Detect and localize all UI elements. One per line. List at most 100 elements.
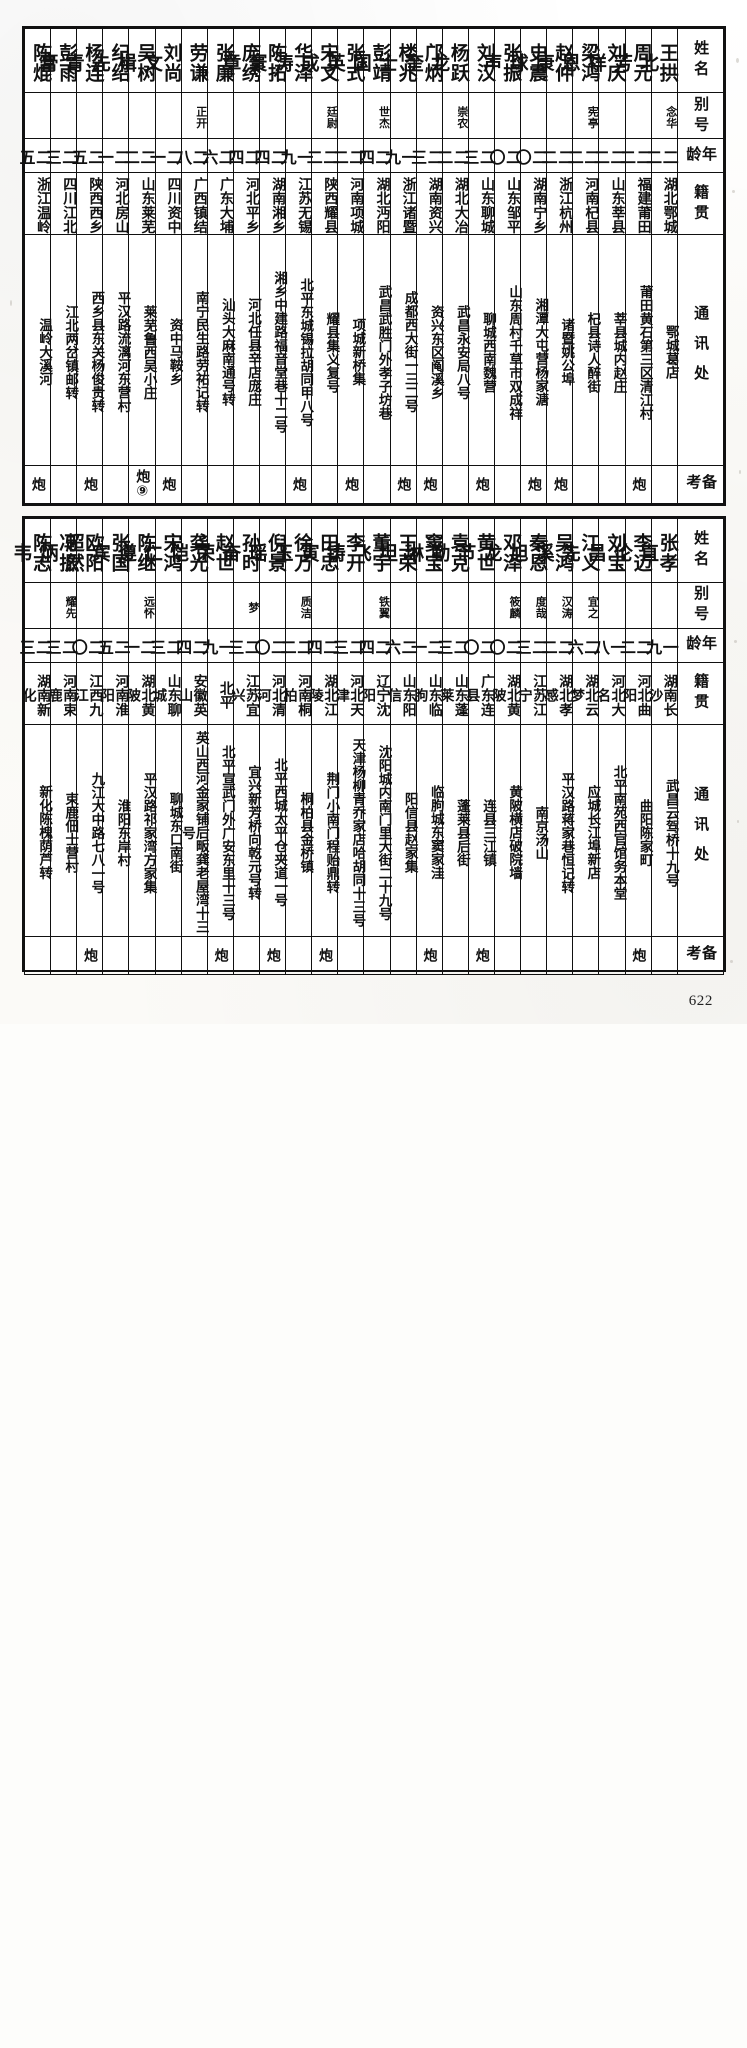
cell-note <box>598 936 626 975</box>
cell-age: 二二 <box>617 138 653 174</box>
cell-age: 二一 <box>94 138 131 174</box>
cell-text: 纪绍先 <box>88 43 131 83</box>
cell-text: 陈拓寰 <box>245 43 288 83</box>
cell-text: 浙江诸暨 <box>400 177 417 235</box>
cell-address: 应城长江埠新店 <box>572 724 600 937</box>
cell-text: 湖南长沙 <box>647 674 678 717</box>
cell-text: 鄂城葛店 <box>662 325 679 380</box>
roster-row-age: 年龄 二二 二二 二二 二二 二二 二〇 二〇 二三 二二 二三 一九 二四 二二 二二 一九 二四 二四 二六 二八… <box>16 138 725 174</box>
cell-text: 山东蓬莱 <box>438 674 469 717</box>
cell-text <box>547 93 572 138</box>
cell-text: 廷尉 <box>325 106 339 130</box>
cell-age: 一九 <box>643 628 679 663</box>
cell-origin: 河南淮阳 <box>99 662 130 725</box>
roster-row-name: 姓名 张孝直 李迈伦 刘宝昌 江义先 吴鸿溪 秦恩旭 邓泽龙 黄世节 袁克勤 窦宝琳 王荣坦 董宇飞 李开… <box>10 518 725 583</box>
cell-name: 徐万玉 <box>271 518 313 583</box>
row-header-origin: 籍贯 <box>676 662 725 725</box>
cell-note: 炮 <box>337 464 365 505</box>
cell-name: 刘宝昌 <box>585 518 627 583</box>
row-header-label: 通讯处 <box>692 305 711 396</box>
cell-text: 孙时奋 <box>219 533 261 573</box>
cell-text: 二三 <box>329 639 366 656</box>
cell-text: 欧阳超然 <box>62 533 105 573</box>
cell-text: 湖北黄陂 <box>125 674 156 717</box>
cell-text: 二三 <box>408 149 444 167</box>
roster-row-note: 备考炮炮炮炮炮炮炮炮炮炮⑨ 炮炮 <box>23 464 725 505</box>
row-header-label: 别号 <box>692 95 711 136</box>
cell-alias <box>23 92 52 140</box>
cell-alias <box>102 582 130 629</box>
cell-note: 炮 <box>311 936 339 975</box>
cell-alias <box>180 582 208 629</box>
cell-address: 武昌武胜门外孝子坊巷 <box>363 234 392 466</box>
cell-text: 炮 <box>160 477 177 492</box>
row-header-name: 姓名 <box>676 27 725 94</box>
cell-origin: 广东大埔 <box>206 172 234 236</box>
cell-origin: 浙江诸暨 <box>389 172 417 236</box>
cell-text: 张廉 <box>212 43 235 83</box>
cell-alias: 念华 <box>650 92 678 140</box>
cell-name: 赵仲康 <box>533 27 574 94</box>
cell-alias <box>546 92 574 140</box>
cell-note <box>23 936 52 975</box>
cell-name: 彭靖国 <box>350 27 392 94</box>
cell-origin: 湖北鄂城 <box>650 172 678 236</box>
cell-origin: 山东邹平 <box>493 172 522 236</box>
cell-text: 二四 <box>173 639 209 656</box>
cell-alias <box>206 582 234 629</box>
cell-text: 湖北沔阳 <box>374 177 391 235</box>
cell-text: 二六 <box>564 639 601 656</box>
cell-note <box>311 464 339 505</box>
cell-text: 湖北黄陂 <box>490 674 522 717</box>
cell-address: 西乡县东关杨俊贵转 <box>76 234 104 466</box>
cell-alias <box>23 582 52 629</box>
cell-text: 倪景瑶 <box>245 533 288 573</box>
cell-alias: 汉涛 <box>546 582 574 629</box>
cell-text: 武昌武胜门外孝子坊巷 <box>375 284 392 420</box>
cell-name: 张振声 <box>480 27 522 94</box>
cell-text: 荆门小南门程贻鼎转 <box>323 771 340 894</box>
cell-text <box>25 93 50 138</box>
cell-age: 二二 <box>538 138 575 174</box>
cell-alias <box>337 582 365 629</box>
cell-text <box>208 466 233 503</box>
cell-age: 二二 <box>330 138 365 174</box>
cell-text: 河北天津 <box>333 674 365 717</box>
cell-text: 二二 <box>120 149 157 167</box>
cell-note: 炮 <box>389 464 417 505</box>
cell-text: 二一 <box>94 149 131 167</box>
cell-address: 平汉路祁家湾方家集 <box>128 724 157 937</box>
cell-text: 山东莱芜 <box>139 177 156 235</box>
cell-text: 李开铸 <box>323 533 366 573</box>
cell-text: 炮 <box>552 477 569 492</box>
cell-text: 二四 <box>303 639 340 656</box>
cell-name: 刘汉 <box>467 27 496 94</box>
cell-text: 刘汉 <box>473 43 496 83</box>
cell-name: 李迈伦 <box>611 518 653 583</box>
cell-address: 耀县集义复号 <box>311 234 339 466</box>
cell-text: 湖南新化 <box>20 674 52 717</box>
cell-text <box>156 93 181 138</box>
cell-text <box>260 93 285 138</box>
cell-name: 李开铸 <box>323 518 366 583</box>
cell-address: 临朐城东窦家洼 <box>415 724 444 937</box>
cell-text: 江义先 <box>558 533 601 573</box>
cell-text: 正开 <box>194 106 208 130</box>
cell-text: 二四 <box>225 149 261 167</box>
cell-note <box>572 464 600 505</box>
cell-text <box>417 93 442 138</box>
cell-text: 秦恩旭 <box>506 533 549 573</box>
cell-address: 荆门小南门程贻鼎转 <box>311 724 340 937</box>
cell-text: 世杰 <box>377 106 391 130</box>
cell-origin: 江西九江 <box>73 662 104 725</box>
row-header-label: 籍贯 <box>692 183 711 224</box>
cell-text: 湖南湘乡 <box>270 177 287 235</box>
cell-text: 河北平乡 <box>243 177 260 235</box>
cell-text <box>51 937 76 974</box>
cell-origin: 安徽英山 <box>177 662 208 725</box>
row-header-label: 年龄 <box>684 145 718 166</box>
cell-name: 邝炳奎 <box>402 27 444 94</box>
cell-text <box>599 93 624 138</box>
cell-text: 四川资中 <box>165 177 182 235</box>
cell-text: 二二 <box>538 149 575 167</box>
